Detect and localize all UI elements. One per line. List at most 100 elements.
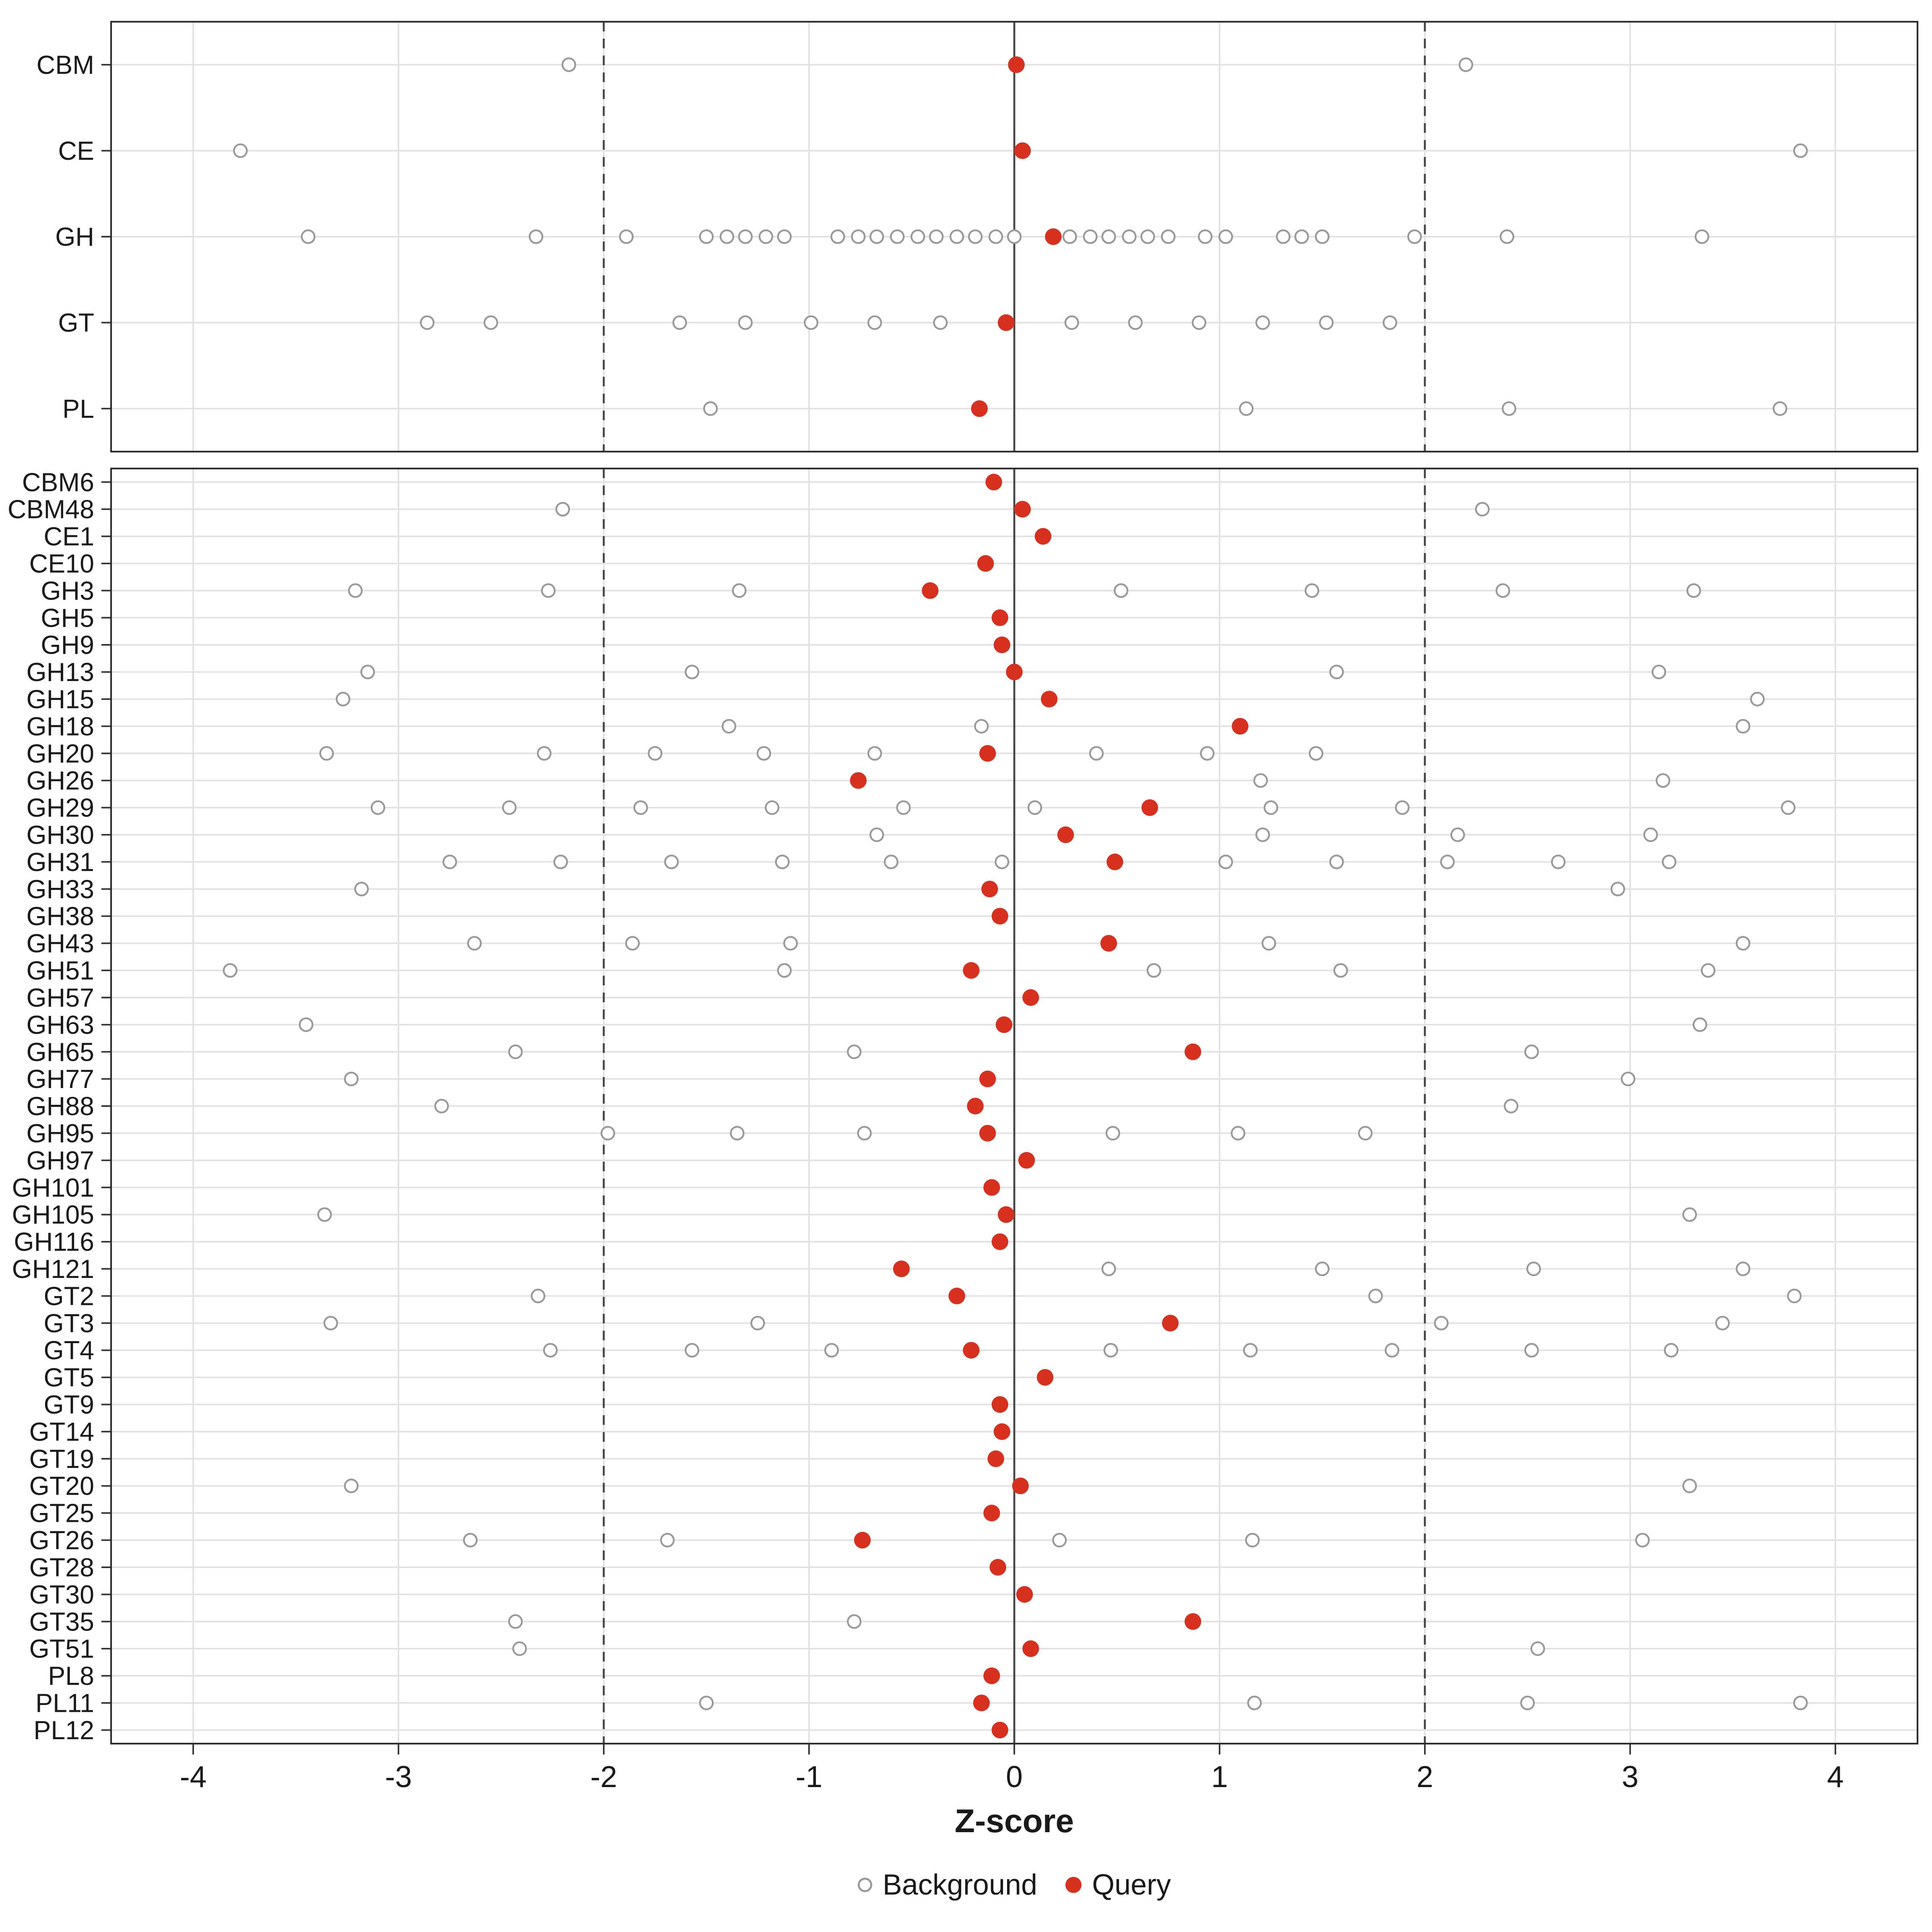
background-point: [738, 315, 753, 330]
query-point: [1014, 142, 1031, 159]
background-point: [732, 583, 747, 598]
zscore-dotplot-chart: CBM CE GH GT PL CBM6CBM48CE1CE10GH3GH5GH9GH13…: [8, 21, 1919, 1794]
row-label: GH15: [27, 685, 95, 714]
background-point: [1736, 719, 1750, 734]
row-label: GH9: [41, 631, 94, 660]
background-point: [883, 855, 899, 869]
background-point: [1255, 827, 1270, 842]
background-point: [467, 936, 482, 951]
background-point: [988, 229, 1003, 244]
row-label: GT35: [29, 1607, 94, 1636]
background-point: [1218, 855, 1233, 869]
row-label: GT5: [44, 1363, 94, 1392]
x-tick-label: 2: [1416, 1760, 1433, 1794]
row-label: CE1: [44, 522, 94, 551]
background-point: [1358, 1126, 1373, 1141]
background-point: [685, 665, 700, 679]
background-point: [1329, 665, 1344, 679]
query-point: [1041, 691, 1058, 708]
row-label: CBM48: [8, 495, 94, 524]
background-point: [1200, 746, 1215, 761]
background-point: [750, 1316, 765, 1331]
query-point: [963, 962, 980, 979]
background-point: [555, 502, 570, 517]
background-point: [601, 1126, 615, 1141]
background-point: [1520, 1695, 1535, 1711]
background-point: [530, 1288, 545, 1303]
background-point: [1526, 1261, 1541, 1276]
background-point: [699, 229, 714, 244]
background-point: [857, 1126, 872, 1141]
background-point: [869, 827, 884, 842]
background-point: [1643, 827, 1658, 842]
background-point: [664, 855, 679, 869]
background-point: [1475, 502, 1490, 517]
background-point: [317, 1207, 332, 1222]
background-point: [1499, 229, 1515, 244]
background-point: [1662, 855, 1677, 869]
row-label: GT14: [29, 1417, 94, 1446]
background-point: [756, 746, 771, 761]
background-point: [949, 229, 964, 244]
row-label: CE: [58, 136, 94, 165]
background-point: [1504, 1098, 1519, 1114]
background-point: [1329, 855, 1344, 869]
background-point: [1524, 1343, 1539, 1358]
query-point: [854, 1532, 871, 1549]
background-point: [1407, 229, 1422, 244]
background-point: [758, 229, 774, 244]
background-point: [1333, 963, 1348, 978]
query-point: [991, 1233, 1008, 1250]
query-point: [922, 582, 939, 599]
row-label: GH20: [27, 739, 95, 768]
background-point: [968, 229, 983, 244]
background-point: [1083, 229, 1098, 244]
background-point: [1655, 773, 1670, 788]
background-point: [1635, 1533, 1650, 1548]
query-point: [991, 609, 1008, 626]
background-point: [929, 229, 944, 244]
background-point: [648, 746, 663, 761]
query-point-icon: [1065, 1877, 1082, 1893]
query-point: [948, 1288, 965, 1305]
query-point: [1012, 1477, 1029, 1494]
background-point: [1793, 143, 1808, 158]
query-point: [985, 474, 1002, 491]
row-label: GH29: [27, 793, 95, 822]
panel-border: [110, 21, 1919, 453]
background-point: [1664, 1343, 1679, 1358]
background-point: [1309, 746, 1323, 761]
legend: Background Query: [0, 1868, 1932, 1901]
background-point: [1736, 1261, 1750, 1276]
query-point: [979, 745, 996, 762]
background-point: [1101, 1261, 1116, 1276]
background-point: [933, 315, 948, 330]
row-label: CBM6: [22, 468, 94, 497]
row-label: PL12: [33, 1716, 94, 1745]
background-point: [672, 315, 687, 330]
query-point: [971, 400, 988, 417]
row-label: GT30: [29, 1580, 94, 1609]
x-tick-label: 0: [1006, 1760, 1023, 1794]
background-point: [434, 1098, 449, 1114]
background-point: [1253, 773, 1268, 788]
legend-item-background: Background: [857, 1868, 1037, 1901]
background-point: [1781, 800, 1796, 815]
background-point: [1294, 229, 1309, 244]
background-point: [1458, 57, 1474, 72]
row-label: PL11: [35, 1688, 94, 1717]
background-point: [512, 1641, 527, 1656]
background-point: [1682, 1478, 1697, 1493]
background-point: [223, 963, 237, 978]
query-point: [1106, 853, 1123, 871]
x-tick-label: 3: [1622, 1760, 1639, 1794]
background-point: [344, 1071, 359, 1086]
background-point: [1140, 229, 1155, 244]
row-label: CBM: [37, 50, 94, 79]
background-point: [370, 800, 386, 815]
x-axis-title-text: Z-score: [954, 1803, 1074, 1839]
query-point: [1100, 935, 1117, 952]
background-point: [1255, 315, 1270, 330]
background-point: [1315, 1261, 1330, 1276]
x-axis-title: Z-score: [0, 1803, 1932, 1839]
